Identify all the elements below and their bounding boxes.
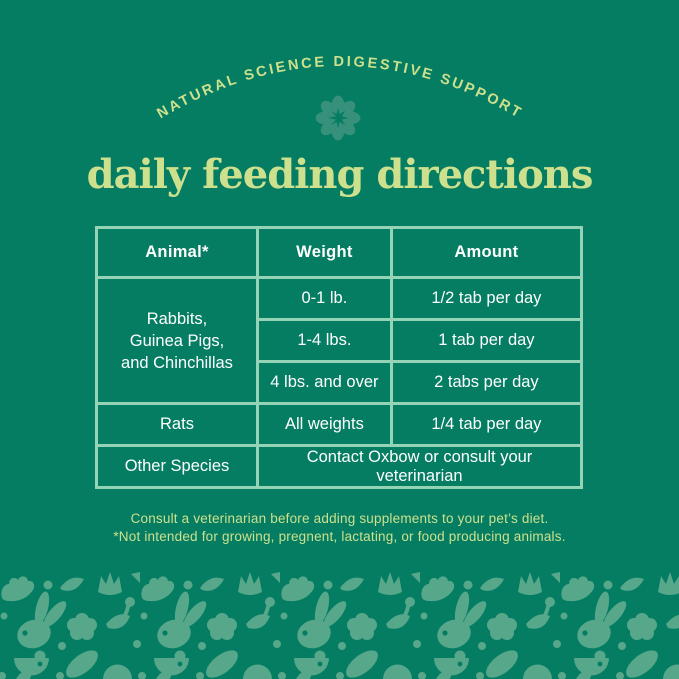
cell-animal-rabbits-group: Rabbits, Guinea Pigs, and Chinchillas [95, 276, 259, 405]
cell-animal-other-species: Other Species [95, 444, 259, 489]
table-row: Rabbits, Guinea Pigs, and Chinchillas 0-… [95, 276, 584, 405]
cell-amount-quarter-tab: 1/4 tab per day [389, 402, 584, 447]
pattern-tile [416, 572, 563, 679]
table-row: Other Species Contact Oxbow or consult y… [95, 444, 584, 489]
table-header-row: Animal* Weight Amount [95, 226, 584, 279]
pattern-tile [0, 572, 143, 679]
pattern-tile [136, 572, 283, 679]
header-arc: NATURAL SCIENCE DIGESTIVE SUPPORT [154, 54, 523, 141]
cell-other-species-note: Contact Oxbow or consult your veterinari… [255, 444, 584, 489]
cell-amount-half-tab: 1/2 tab per day [389, 276, 584, 321]
page-title: daily feeding directions [86, 151, 594, 198]
footnote-not-intended: *Not intended for growing, pregnent, lac… [113, 528, 566, 544]
cell-animal-rats: Rats [95, 402, 259, 447]
cell-weight-1-4lbs: 1-4 lbs. [255, 318, 393, 363]
pattern-tile [276, 572, 423, 679]
cell-weight-0-1lb: 0-1 lb. [255, 276, 393, 321]
pattern-tile [556, 572, 679, 679]
column-header-weight: Weight [255, 226, 393, 279]
rosette-icon [315, 95, 361, 141]
cell-weight-4lbs-over: 4 lbs. and over [255, 360, 393, 405]
table-row: Rats All weights 1/4 tab per day [95, 402, 584, 447]
table-row: 4 lbs. and over 2 tabs per day [97, 360, 584, 405]
column-header-animal: Animal* [95, 226, 259, 279]
column-header-amount: Amount [389, 226, 584, 279]
critter-pattern-band [0, 572, 679, 679]
rosette-star-cutout [328, 108, 348, 128]
footnote-consult-vet: Consult a veterinarian before adding sup… [130, 511, 549, 526]
feeding-table: Animal* Weight Amount Rabbits, Guinea Pi… [95, 226, 584, 489]
cell-amount-2-tabs: 2 tabs per day [389, 360, 584, 405]
footnotes: Consult a veterinarian before adding sup… [0, 510, 679, 545]
cell-amount-1-tab: 1 tab per day [389, 318, 584, 363]
cell-weight-all: All weights [255, 402, 393, 447]
table-row: 1-4 lbs. 1 tab per day [97, 318, 584, 363]
